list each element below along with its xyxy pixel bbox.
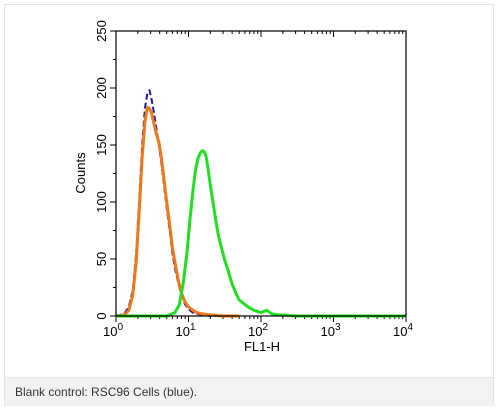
histogram-series-2: [115, 105, 240, 318]
x-tick-label: 100: [103, 322, 123, 339]
x-tick-label: 102: [248, 322, 268, 339]
y-tick-label: 250: [94, 20, 109, 42]
x-tick-label: 103: [320, 322, 340, 339]
y-tick-label: 100: [94, 191, 109, 213]
flow-histogram-chart: 0 50 100 150 200 250 Counts 100 101 102 103 104 FL1-…: [61, 13, 433, 369]
x-axis-label: FL1-H: [244, 339, 280, 354]
y-tick-label: 200: [94, 77, 109, 99]
y-tick-label: 0: [94, 312, 109, 319]
caption-bar: Blank control: RSC96 Cells (blue).: [5, 377, 493, 406]
plot-border: [115, 30, 407, 317]
y-tick-label: 50: [94, 252, 109, 266]
x-tick-label: 104: [393, 322, 413, 339]
y-tick-label: 150: [94, 134, 109, 156]
histogram-series-3: [116, 149, 406, 318]
plot-background: [61, 13, 433, 369]
y-axis-label: Counts: [73, 152, 88, 194]
x-tick-label: 101: [175, 322, 195, 339]
axes: 0 50 100 150 200 250 Counts 100 101 102 103 104 FL1-…: [73, 20, 413, 354]
series-layer: [115, 89, 406, 318]
figure-frame: 0 50 100 150 200 250 Counts 100 101 102 103 104 FL1-…: [4, 4, 494, 406]
histogram-figure: 0 50 100 150 200 250 Counts 100 101 102 103 104 FL1-…: [5, 5, 495, 377]
figure-caption: Blank control: RSC96 Cells (blue).: [15, 385, 198, 399]
